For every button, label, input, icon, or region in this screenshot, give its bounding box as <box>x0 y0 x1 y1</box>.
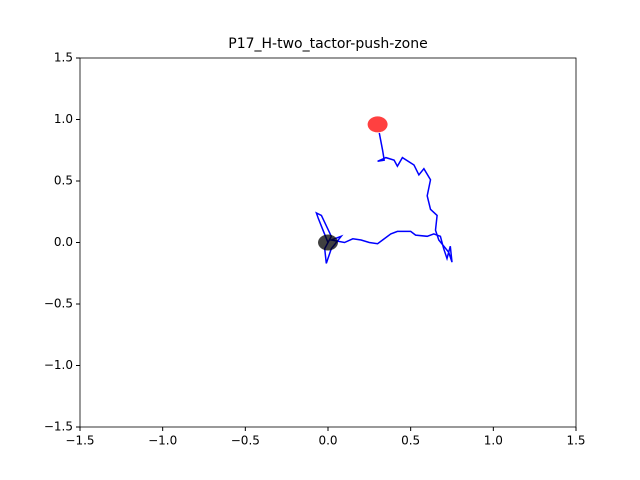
x-tick-label: −1.0 <box>148 434 177 448</box>
x-tick-label: 1.0 <box>484 434 503 448</box>
y-tick-label: 0.0 <box>54 235 73 249</box>
x-tick-label: −1.5 <box>65 434 94 448</box>
x-tick-label: 0.5 <box>401 434 420 448</box>
marker <box>367 116 388 133</box>
plot-frame <box>79 57 577 428</box>
chart-title: P17_H-two_tactor-push-zone <box>228 36 427 52</box>
y-tick-label: 0.5 <box>54 174 73 188</box>
x-tick-label: 1.5 <box>566 434 585 448</box>
y-tick-label: 1.5 <box>54 51 73 65</box>
y-tick-label: −1.5 <box>44 420 73 434</box>
marker <box>318 234 338 251</box>
trajectory <box>315 132 453 264</box>
x-tick-label: 0.0 <box>318 434 337 448</box>
x-tick-label: −0.5 <box>231 434 260 448</box>
y-tick-label: −1.0 <box>44 358 73 372</box>
y-tick-label: −0.5 <box>44 297 73 311</box>
y-tick-label: 1.0 <box>54 112 73 126</box>
